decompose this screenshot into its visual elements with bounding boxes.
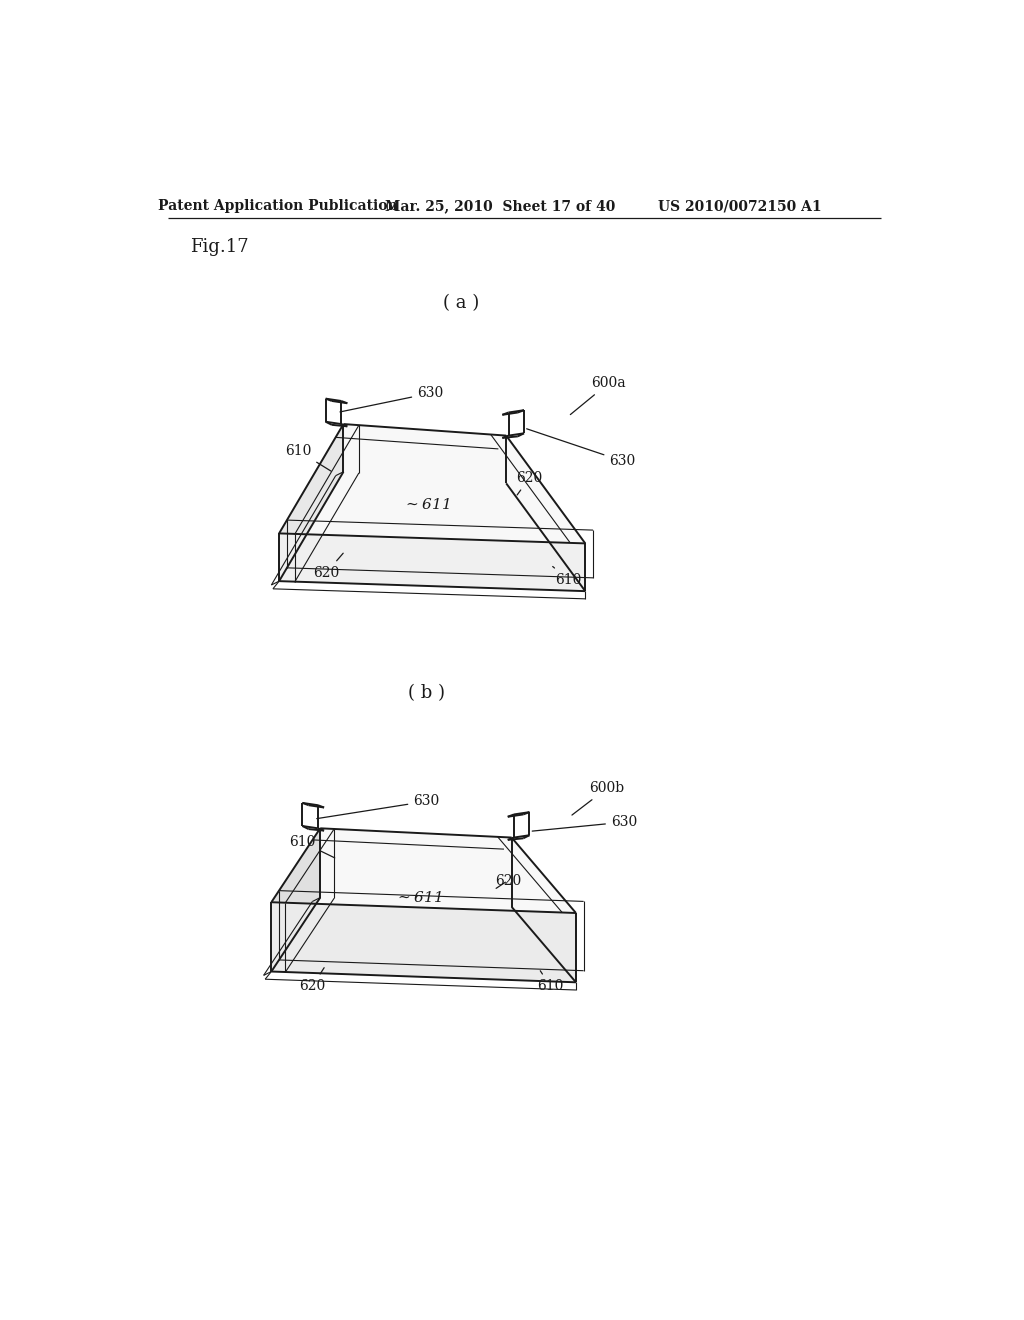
- Text: 610: 610: [538, 970, 563, 993]
- Text: $\mathdefault{\sim}$611: $\mathdefault{\sim}$611: [395, 890, 442, 906]
- Text: 620: 620: [516, 471, 543, 495]
- Text: $\mathdefault{\sim}$611: $\mathdefault{\sim}$611: [403, 498, 450, 512]
- Text: Fig.17: Fig.17: [190, 238, 249, 256]
- Text: 610: 610: [286, 444, 331, 471]
- Text: Mar. 25, 2010  Sheet 17 of 40: Mar. 25, 2010 Sheet 17 of 40: [385, 199, 615, 213]
- Text: ( a ): ( a ): [443, 294, 479, 312]
- Text: 630: 630: [526, 429, 636, 469]
- Polygon shape: [271, 829, 575, 913]
- Text: 630: 630: [316, 795, 439, 818]
- Polygon shape: [271, 903, 575, 982]
- Polygon shape: [271, 829, 321, 972]
- Text: 600b: 600b: [572, 781, 625, 814]
- Text: 630: 630: [532, 816, 637, 832]
- Text: Patent Application Publication: Patent Application Publication: [158, 199, 397, 213]
- Text: 630: 630: [340, 387, 443, 412]
- Polygon shape: [280, 424, 586, 544]
- Text: 610: 610: [553, 566, 582, 586]
- Text: 620: 620: [495, 874, 521, 888]
- Text: 610: 610: [289, 836, 335, 858]
- Polygon shape: [280, 424, 343, 581]
- Text: US 2010/0072150 A1: US 2010/0072150 A1: [658, 199, 822, 213]
- Text: ( b ): ( b ): [408, 685, 444, 702]
- Text: 620: 620: [313, 553, 343, 579]
- Polygon shape: [280, 533, 586, 591]
- Text: 620: 620: [299, 968, 326, 993]
- Text: 600a: 600a: [570, 376, 626, 414]
